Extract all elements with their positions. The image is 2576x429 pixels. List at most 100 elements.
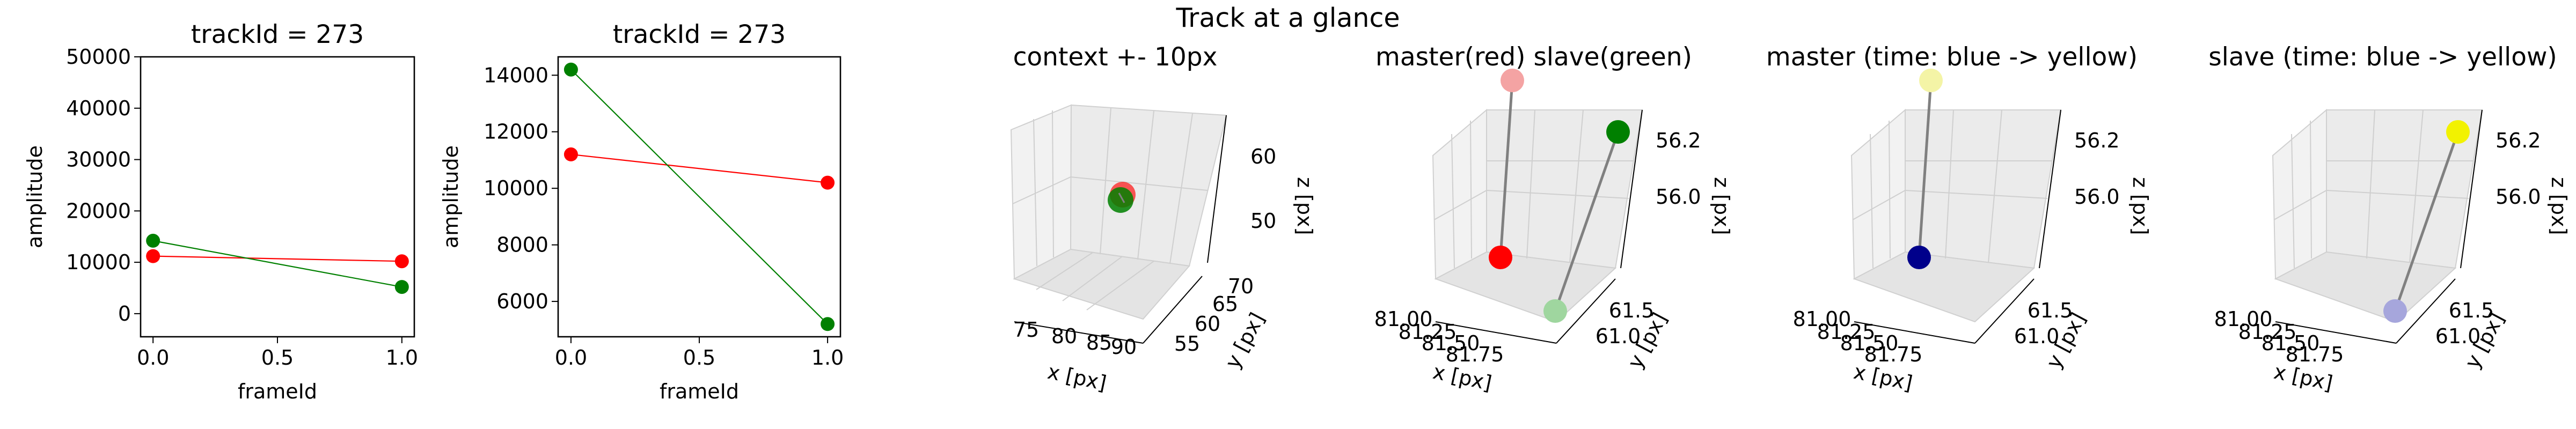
chart-5-ztick-label: 56.2 bbox=[2074, 129, 2120, 152]
chart-1-master-point bbox=[394, 254, 409, 269]
chart-1-ytick-label: 30000 bbox=[66, 148, 131, 172]
chart-3-ztick-label: 50 bbox=[1250, 209, 1276, 233]
chart-6-ztick-label: 56.0 bbox=[2496, 185, 2541, 209]
chart-5-xtick-label: 81.25 bbox=[1817, 320, 1876, 344]
chart-3-axis-lines bbox=[1014, 115, 1227, 344]
chart-3-grid bbox=[1012, 107, 1208, 310]
chart-3-link-line bbox=[1118, 193, 1125, 203]
chart-6-grid-line bbox=[2366, 109, 2375, 259]
chart-2-xtick-label: 0.0 bbox=[555, 346, 587, 369]
chart-6-axis-line bbox=[2396, 278, 2456, 344]
chart-4-grid-line bbox=[1486, 190, 1629, 199]
chart-6-xtick-label: 81.25 bbox=[2238, 320, 2297, 344]
chart-6-slave-point bbox=[2383, 299, 2407, 323]
chart-3-xtick-label: 75 bbox=[1013, 318, 1039, 342]
chart-1-ytick-label: 50000 bbox=[66, 45, 131, 69]
chart-4-xtick-label: 81.25 bbox=[1399, 320, 1457, 344]
chart-3-xtick-label: 80 bbox=[1051, 324, 1077, 348]
chart-5-grid-line bbox=[1905, 190, 2048, 199]
chart-3-ytick-label: 55 bbox=[1174, 332, 1200, 356]
chart-3-ztick-label: 60 bbox=[1250, 145, 1276, 168]
chart-4-master-link bbox=[1499, 80, 1514, 258]
chart-6-axis-line bbox=[2275, 321, 2397, 344]
chart-6-slave-point bbox=[2446, 120, 2470, 144]
chart-3-ytick-label: 70 bbox=[1228, 275, 1254, 298]
chart-4-grid-line bbox=[1451, 134, 1455, 269]
chart-5-grid-line bbox=[1889, 120, 1891, 259]
chart-1-slave-line bbox=[152, 240, 402, 288]
chart-5-ztick-label: 56.0 bbox=[2074, 185, 2120, 209]
chart-6-xtick-label: 81.00 bbox=[2214, 307, 2273, 331]
chart-6-grid-line bbox=[2291, 134, 2295, 269]
chart-5-ytick-label: 61.0 bbox=[2014, 324, 2060, 348]
chart-6-ytick-label: 61.5 bbox=[2449, 299, 2494, 322]
chart-3-xtick-label: 85 bbox=[1086, 331, 1112, 354]
chart-4-axis-line bbox=[1620, 109, 1643, 269]
chart-6-grid-line bbox=[2326, 190, 2469, 199]
chart-2-slave-point bbox=[821, 317, 835, 331]
chart-2-master-point bbox=[821, 175, 835, 190]
chart-5-grid-line bbox=[1988, 109, 2002, 263]
chart-4-title: master(red) slave(green) bbox=[1375, 42, 1692, 72]
chart-4-xtick-label: 81.00 bbox=[1374, 307, 1433, 331]
chart-1-amplitude-full: trackId = 273 frameId amplitude 0.0 0.5 1.… bbox=[23, 20, 418, 403]
chart-2-amplitude-zoom: trackId = 273 frameId amplitude 0.0 0.5 1.… bbox=[439, 20, 844, 403]
chart-1-slave-point bbox=[146, 233, 160, 248]
chart-4-grid-line bbox=[1569, 109, 1584, 263]
chart-2-ytick-label: 6000 bbox=[496, 290, 548, 313]
chart-3-ylabel: y [px] bbox=[1220, 309, 1269, 373]
chart-1-xlabel: frameId bbox=[238, 380, 317, 403]
chart-2-master-line bbox=[570, 153, 828, 183]
chart-5-xtick-label: 81.50 bbox=[1840, 331, 1899, 355]
chart-3-xtick-label: 90 bbox=[1111, 335, 1137, 359]
chart-5-grid-line bbox=[1852, 190, 1906, 220]
chart-4-grid-line bbox=[1433, 190, 1487, 220]
chart-1-slave-point bbox=[394, 280, 409, 294]
chart-4-xtick-label: 81.50 bbox=[1422, 331, 1480, 355]
chart-4-axis-line bbox=[1435, 321, 1557, 344]
chart-2-slave-point bbox=[564, 62, 578, 77]
chart-4-axis-line bbox=[1556, 278, 1616, 344]
chart-2-slave-line bbox=[570, 69, 828, 325]
chart-3-xlabel: x [px] bbox=[1045, 360, 1109, 395]
chart-4-slave-point bbox=[1606, 120, 1630, 144]
chart-5-axis-line bbox=[1974, 278, 2035, 344]
chart-2-master-point bbox=[564, 147, 578, 161]
chart-1-master-point bbox=[146, 249, 160, 263]
chart-3-ytick-label: 60 bbox=[1195, 312, 1220, 336]
chart-2-title: trackId = 273 bbox=[613, 20, 786, 49]
chart-3-pane-back bbox=[1070, 104, 1227, 267]
chart-1-xtick-label: 1.0 bbox=[386, 346, 418, 369]
chart-5-zlabel: z [px] bbox=[2128, 177, 2152, 235]
chart-4-grid-line bbox=[1526, 109, 1535, 259]
chart-4-master-point bbox=[1501, 69, 1524, 92]
chart-4-ytick-label: 61.5 bbox=[1609, 299, 1655, 322]
chart-6-grid-line bbox=[2409, 109, 2424, 263]
chart-6-zlabel: z [px] bbox=[2547, 177, 2571, 235]
chart-2-xlabel: frameId bbox=[660, 380, 739, 403]
chart-5-grid-line bbox=[1945, 109, 1954, 259]
chart-2-xtick-label: 0.5 bbox=[683, 346, 715, 369]
chart-4-master-point bbox=[1489, 246, 1512, 269]
chart-6-xtick-label: 81.75 bbox=[2286, 343, 2344, 366]
chart-3-zlabel: z [px] bbox=[1293, 177, 1316, 235]
chart-4-xtick-label: 81.75 bbox=[1446, 343, 1504, 366]
chart-6-slave-link bbox=[2394, 131, 2460, 312]
chart-3-ytick-label: 65 bbox=[1212, 292, 1238, 316]
chart-6-ztick-label: 56.2 bbox=[2496, 129, 2541, 152]
chart-3-title: context +- 10px bbox=[1013, 42, 1218, 72]
chart-5-axis-line bbox=[1854, 321, 1975, 344]
chart-6-title: slave (time: blue -> yellow) bbox=[2208, 42, 2557, 72]
chart-2-ytick-label: 12000 bbox=[484, 120, 548, 144]
chart-2-ylabel: amplitude bbox=[439, 145, 463, 248]
chart-5-master-link bbox=[1918, 80, 1933, 258]
chart-2-ytick-label: 14000 bbox=[484, 63, 548, 87]
chart-5-xtick-label: 81.75 bbox=[1864, 343, 1923, 366]
chart-1-ytick-label: 0 bbox=[118, 302, 131, 326]
chart-5-axis-line bbox=[2039, 109, 2061, 269]
chart-6-axis-line bbox=[2460, 109, 2483, 269]
chart-1-xtick-label: 0.5 bbox=[261, 346, 294, 369]
chart-4-zlabel: z [px] bbox=[1710, 177, 1733, 235]
